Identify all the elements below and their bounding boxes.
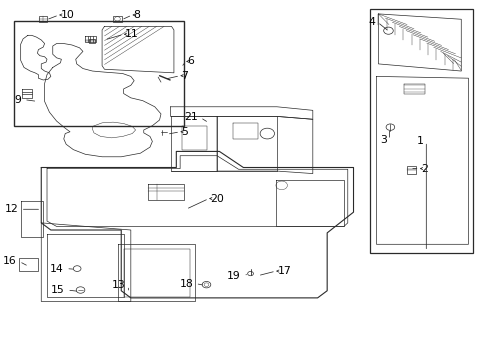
Text: 8: 8 [133,10,140,20]
Text: 9: 9 [15,95,21,105]
Text: 3: 3 [379,135,386,145]
Text: 12: 12 [4,204,18,214]
Text: 7: 7 [181,71,188,81]
Text: 14: 14 [50,264,63,274]
Text: 11: 11 [125,29,139,39]
Bar [407,166,415,174]
Bar [15,21,184,126]
Text: 2: 2 [420,163,427,174]
Bar [39,16,47,22]
Text: 13: 13 [112,280,126,291]
Bar [89,39,95,43]
Bar [369,9,472,253]
Bar [113,16,122,22]
Text: 18: 18 [179,279,193,289]
Text: 19: 19 [227,271,241,281]
Text: 4: 4 [367,17,374,27]
Text: 17: 17 [277,266,290,276]
Text: 20: 20 [210,194,224,203]
Text: 16: 16 [3,256,17,266]
Text: 6: 6 [187,57,194,66]
Text: 21: 21 [184,112,198,122]
Text: 5: 5 [181,127,188,137]
Text: 1: 1 [416,136,423,147]
Text: 10: 10 [61,10,74,20]
Text: 15: 15 [51,285,64,295]
Bar [19,258,39,271]
